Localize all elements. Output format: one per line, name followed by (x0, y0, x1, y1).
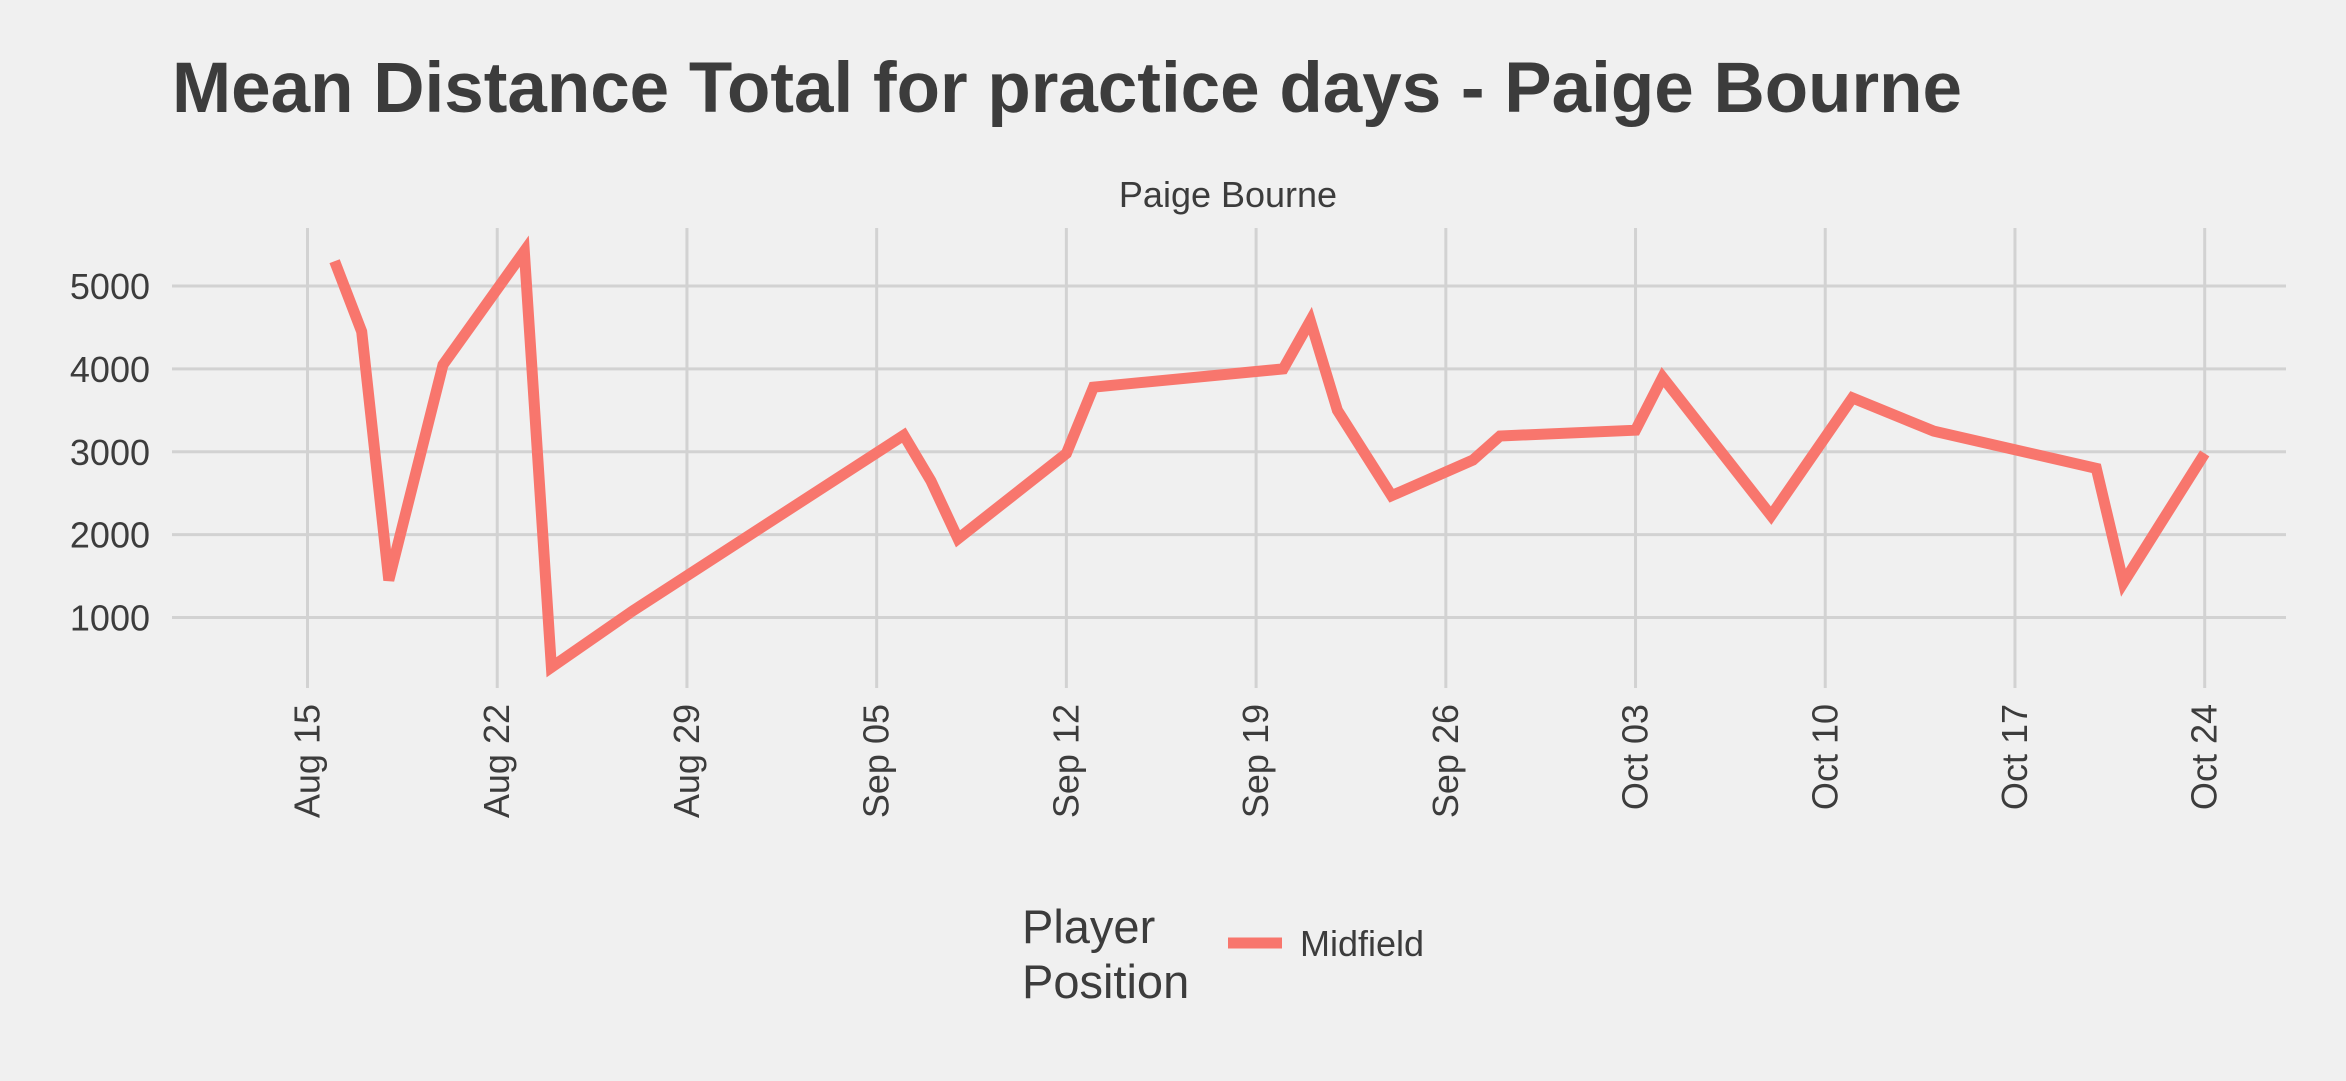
x-tick-label: Sep 12 (1045, 704, 1086, 818)
series-line-midfield (329, 235, 2210, 678)
x-axis-ticks: Aug 15 Aug 22 Aug 29 Sep 05 Sep 12 Sep 19 Sep … (287, 704, 2225, 818)
y-tick-label: 3000 (70, 432, 150, 473)
x-tick-label: Oct 24 (2184, 704, 2225, 810)
legend: Player Position Midfield (1022, 900, 1424, 1008)
legend-title-line-2: Position (1022, 955, 1189, 1008)
y-tick-label: 1000 (70, 598, 150, 639)
x-tick-label: Oct 17 (1994, 704, 2035, 810)
series-layer (329, 235, 2210, 678)
y-tick-label: 5000 (70, 266, 150, 307)
x-tick-label: Aug 29 (666, 704, 707, 818)
x-tick-label: Oct 03 (1615, 704, 1656, 810)
chart-title: Mean Distance Total for practice days - … (172, 49, 1962, 128)
y-axis-ticks: 1000 2000 3000 4000 5000 (70, 266, 150, 639)
x-tick-label: Sep 19 (1235, 704, 1276, 818)
y-tick-label: 2000 (70, 515, 150, 556)
x-tick-label: Sep 05 (856, 704, 897, 818)
y-tick-label: 4000 (70, 349, 150, 390)
x-tick-label: Oct 10 (1804, 704, 1845, 810)
legend-title-line-1: Player (1022, 900, 1155, 953)
legend-label-midfield: Midfield (1300, 923, 1424, 964)
x-tick-label: Aug 15 (287, 704, 328, 818)
x-tick-label: Sep 26 (1425, 704, 1466, 818)
facet-label: Paige Bourne (1119, 174, 1337, 215)
x-tick-label: Aug 22 (476, 704, 517, 818)
